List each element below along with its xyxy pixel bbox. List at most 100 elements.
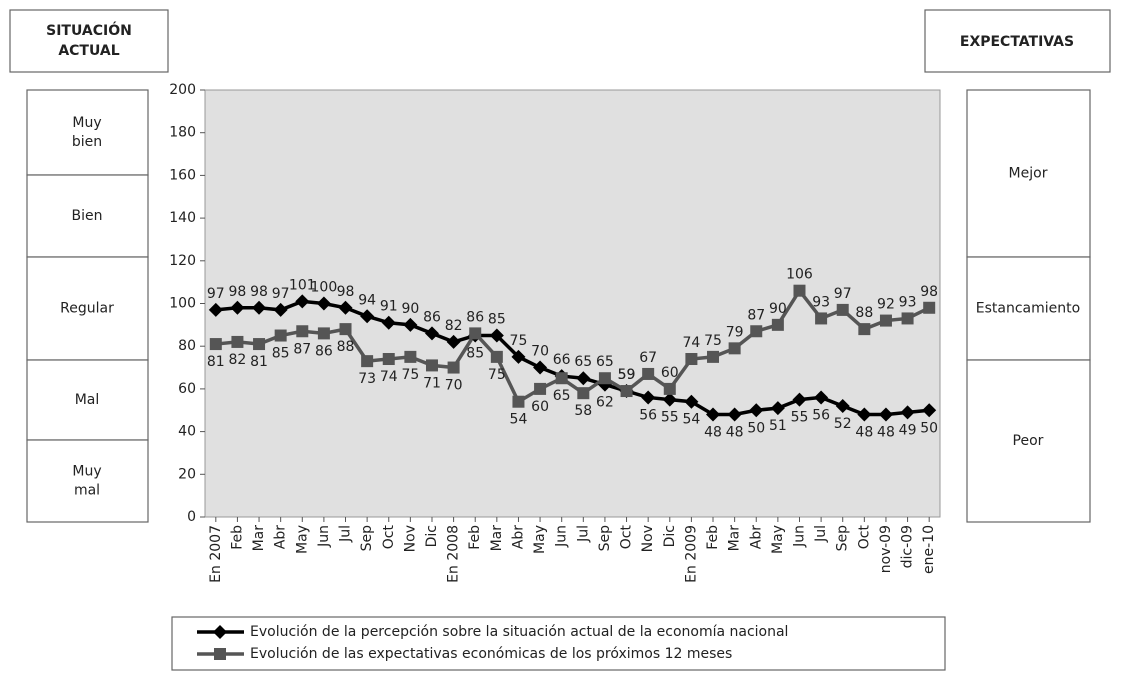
point	[577, 387, 590, 400]
scale-label: Muy bien	[72, 115, 102, 150]
data-label: 59	[618, 367, 636, 383]
x-tick-label: May	[770, 525, 786, 554]
data-label: 58	[574, 403, 592, 419]
x-tick-label: Oct	[381, 525, 397, 550]
y-tick-label: 180	[169, 125, 196, 141]
data-label: 87	[747, 307, 765, 323]
point	[792, 392, 807, 407]
data-label: 50	[920, 420, 938, 436]
point	[900, 405, 915, 420]
data-label: 93	[899, 294, 917, 310]
x-tick-label: Abr	[510, 525, 526, 549]
point	[231, 335, 244, 348]
data-label: 98	[229, 284, 247, 300]
point	[273, 302, 288, 317]
scale-label: Estancamiento	[976, 301, 1080, 317]
left-header-box	[9, 9, 169, 73]
data-label: 65	[574, 354, 592, 370]
point	[749, 403, 764, 418]
data-label: 92	[877, 297, 895, 313]
data-label: 88	[337, 339, 355, 355]
y-tick-label: 40	[178, 424, 196, 440]
scale-box	[26, 174, 149, 258]
x-tick-label: Jul	[813, 525, 829, 543]
x-tick-label: May	[532, 525, 548, 554]
data-label: 74	[380, 369, 398, 385]
x-tick-label: Mar	[727, 525, 743, 552]
y-tick-label: 200	[169, 82, 196, 98]
x-tick-label: Nov	[640, 525, 656, 552]
x-tick-label: Dic	[662, 525, 678, 547]
data-label: 100	[311, 280, 338, 296]
point	[230, 300, 245, 315]
point	[511, 349, 526, 364]
point	[598, 372, 611, 385]
scale-box	[966, 89, 1091, 258]
data-label: 54	[682, 412, 700, 428]
x-tick-label: Sep	[359, 525, 375, 552]
y-tick-label: 80	[178, 338, 196, 354]
scale-label: Peor	[1013, 433, 1044, 449]
point	[685, 353, 698, 366]
scale-label: Mejor	[1009, 166, 1048, 182]
point	[706, 407, 721, 422]
data-label: 87	[293, 341, 311, 357]
data-label: 74	[682, 335, 700, 351]
point	[728, 342, 741, 355]
y-tick-label: 0	[187, 509, 196, 525]
point	[901, 312, 914, 325]
data-label: 75	[704, 333, 722, 349]
point	[727, 407, 742, 422]
point	[296, 325, 309, 338]
point	[447, 361, 460, 374]
data-label: 82	[445, 318, 463, 334]
x-tick-label: Abr	[748, 525, 764, 549]
point	[707, 350, 720, 363]
x-tick-label: Jul	[575, 525, 591, 543]
point	[295, 294, 310, 309]
scale-box	[966, 359, 1091, 523]
x-tick-label: Abr	[273, 525, 289, 549]
data-label: 56	[812, 407, 830, 423]
data-label: 75	[488, 367, 506, 383]
data-label: 48	[704, 425, 722, 441]
point	[425, 359, 438, 372]
data-label: 52	[834, 416, 852, 432]
data-label: 66	[553, 352, 571, 368]
point	[404, 350, 417, 363]
scale-label: Mal	[75, 392, 100, 408]
data-label: 56	[639, 407, 657, 423]
data-label: 59	[618, 367, 636, 383]
legend-marker	[214, 648, 226, 660]
point	[879, 314, 892, 327]
data-label: 70	[531, 344, 549, 360]
data-label: 88	[855, 305, 873, 321]
x-tick-label: En 2007	[208, 525, 224, 583]
data-label: 97	[834, 286, 852, 302]
point	[360, 309, 375, 324]
point	[446, 334, 461, 349]
scale-box	[26, 439, 149, 523]
right-header: EXPECTATIVAS	[960, 34, 1074, 50]
data-label: 48	[855, 425, 873, 441]
x-tick-label: Sep	[835, 525, 851, 552]
series-line	[215, 287, 930, 405]
x-tick-label: Nov	[402, 525, 418, 552]
point	[489, 328, 504, 343]
data-label: 90	[769, 301, 787, 317]
data-label: 85	[488, 312, 506, 328]
x-tick-label: nov-09	[878, 525, 894, 573]
point	[339, 323, 352, 336]
left-header: SITUACIÓN ACTUAL	[46, 21, 132, 59]
point	[770, 401, 785, 416]
point	[361, 355, 374, 368]
data-label: 51	[769, 418, 787, 434]
x-tick-label: En 2009	[683, 525, 699, 583]
point	[620, 385, 633, 398]
x-tick-label: Jul	[338, 525, 354, 543]
point	[815, 312, 828, 325]
x-tick-label: Jun	[791, 525, 807, 548]
point	[512, 395, 525, 408]
point	[490, 350, 503, 363]
